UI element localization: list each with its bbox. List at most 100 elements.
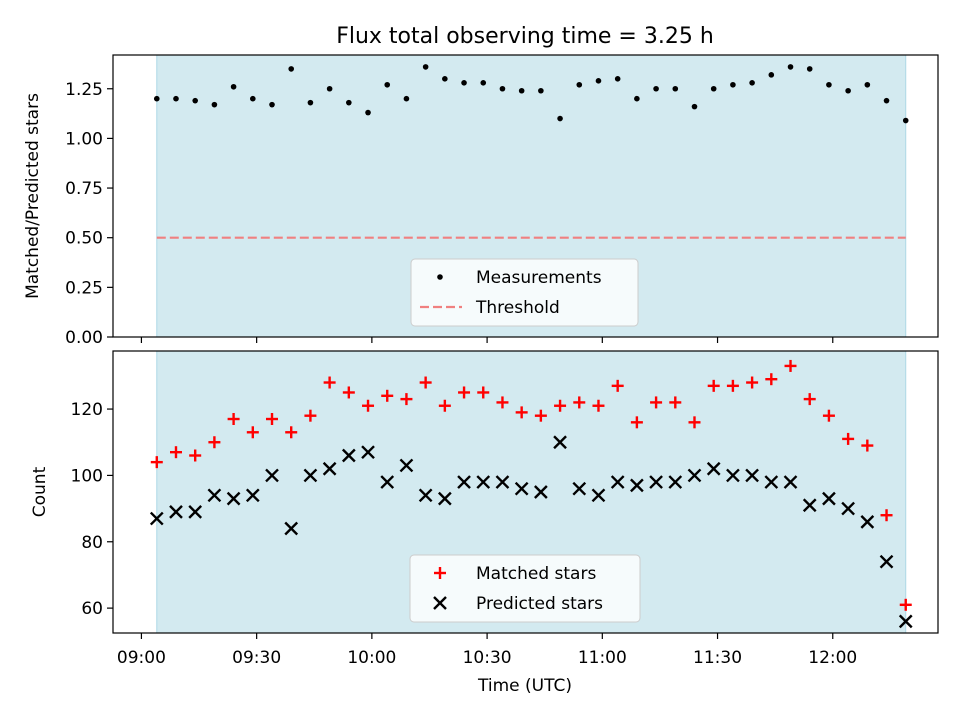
measurement-point [883, 97, 890, 104]
y-tick-label: 1.00 [65, 129, 103, 149]
matched-point [534, 409, 547, 422]
bottom-y-ticks: 60 80 100 120 [71, 400, 113, 619]
predicted-point [303, 468, 318, 483]
y-tick-label: 0.00 [65, 328, 103, 348]
matched-point [208, 436, 221, 449]
matched-point [822, 409, 835, 422]
legend-label-threshold: Threshold [475, 298, 560, 318]
measurement-point [768, 72, 775, 78]
y-tick-label: 0.50 [65, 229, 103, 249]
bottom-x-ticks: 09:00 09:30 10:00 10:30 11:00 11:30 12:00 [117, 633, 857, 668]
matched-point [726, 379, 739, 392]
chart-title: Flux total observing time = 3.25 h [336, 24, 714, 49]
measurement-point [806, 66, 813, 72]
y-tick-label: 120 [71, 400, 103, 420]
matched-point [150, 456, 163, 469]
matched-point [592, 399, 605, 412]
top-y-axis-label: Matched/Predicted stars [23, 93, 43, 299]
bottom-legend: Matched stars Predicted stars [409, 554, 641, 623]
y-tick-label: 1.25 [65, 80, 103, 100]
matched-point [381, 389, 394, 402]
predicted-point [764, 475, 779, 489]
x-tick-label: 12:00 [808, 648, 857, 668]
y-tick-label: 80 [81, 533, 103, 553]
predicted-point [649, 475, 663, 489]
y-tick-label: 100 [71, 466, 103, 486]
measurement-point [787, 64, 794, 70]
measurement-point [384, 81, 391, 88]
predicted-point [726, 468, 740, 483]
predicted-point [534, 485, 548, 499]
measurement-point [710, 85, 717, 92]
predicted-point [495, 475, 510, 489]
measurement-point [461, 80, 467, 86]
top-points [153, 64, 909, 124]
legend-marker-matched [434, 567, 446, 579]
predicted-point [879, 554, 894, 569]
measurement-point [403, 95, 410, 102]
measurement-point [826, 81, 832, 88]
predicted-point [476, 475, 491, 489]
matched-point [784, 359, 797, 372]
measurement-point [211, 101, 218, 108]
predicted-point [841, 501, 855, 516]
predicted-point [284, 521, 299, 536]
matched-point [688, 416, 701, 429]
matched-point [400, 393, 413, 406]
matched-point [169, 446, 182, 459]
legend-label-matched: Matched stars [476, 564, 596, 584]
measurement-point [442, 76, 448, 82]
measurement-point [576, 81, 583, 88]
measurement-point [269, 101, 275, 108]
predicted-point [630, 478, 644, 493]
matched-point [515, 406, 528, 419]
measurement-point [346, 99, 352, 106]
matched-point [323, 376, 336, 389]
predicted-point [399, 458, 414, 473]
predicted-point [553, 435, 567, 450]
matched-point [669, 396, 682, 409]
predicted-point [706, 461, 721, 476]
measurement-point [557, 115, 563, 122]
matched-point [630, 416, 643, 429]
predicted-point [860, 515, 875, 529]
matched-point [266, 413, 279, 426]
matched-point [611, 379, 624, 392]
x-tick-label: 11:30 [693, 648, 742, 668]
matched-point [861, 439, 874, 452]
measurement-point [192, 97, 198, 104]
predicted-point [745, 468, 759, 483]
predicted-point [822, 491, 836, 506]
measurement-point [730, 81, 736, 88]
predicted-point [265, 468, 279, 483]
matched-point [342, 386, 355, 399]
x-tick-label: 10:30 [463, 648, 512, 668]
x-tick-label: 09:00 [117, 648, 166, 668]
predicted-point [322, 461, 337, 476]
y-tick-label: 0.25 [65, 278, 103, 298]
measurement-point [864, 81, 871, 88]
measurement-point [499, 85, 506, 92]
matched-point [746, 376, 759, 389]
x-tick-label: 09:30 [232, 648, 281, 668]
top-y-ticks: 0.00 0.25 0.50 0.75 1.00 1.25 [65, 80, 113, 348]
x-tick-label: 10:00 [347, 648, 396, 668]
matched-point [285, 426, 298, 439]
matched-point [304, 409, 317, 422]
measurement-point [288, 66, 295, 72]
measurement-point [614, 76, 621, 82]
bottom-legend-box [409, 554, 641, 623]
x-axis-label: Time (UTC) [477, 676, 572, 696]
measurement-point [480, 80, 487, 86]
predicted-point [188, 505, 203, 519]
predicted-point [668, 475, 683, 489]
predicted-point [341, 448, 356, 463]
top-panel: 0.00 0.25 0.50 0.75 1.00 1.25 Matched/Predict… [23, 54, 939, 348]
predicted-point [610, 475, 625, 489]
measurement-point [153, 95, 160, 102]
matched-point [477, 386, 490, 399]
measurement-point [902, 117, 909, 124]
measurement-point [634, 95, 640, 102]
legend-label-predicted: Predicted stars [476, 594, 603, 614]
